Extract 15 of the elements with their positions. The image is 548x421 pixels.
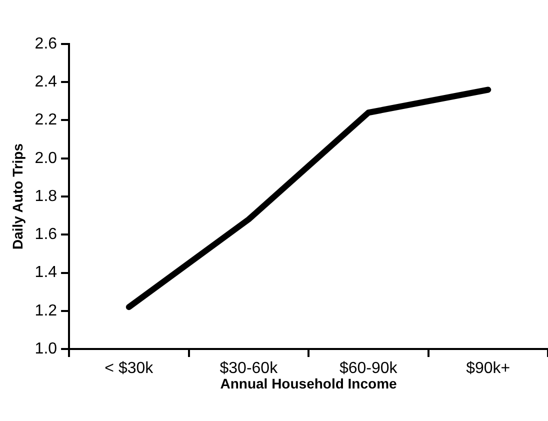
y-axis-title: Daily Auto Trips (9, 143, 26, 250)
x-tick-label: $60-90k (339, 360, 398, 378)
x-tick-label: $90k+ (466, 360, 510, 378)
y-tick-label: 1.0 (34, 340, 58, 358)
y-tick-label: 1.2 (34, 302, 58, 320)
x-axis-title: Annual Household Income (220, 375, 398, 392)
y-tick-label: 1.4 (34, 264, 58, 282)
y-tick-label: 2.6 (34, 35, 58, 52)
x-tick-label: $30-60k (220, 360, 279, 378)
x-tick-label: < $30k (104, 360, 154, 378)
y-tick-label: 2.4 (34, 74, 58, 91)
y-tick-label: 1.8 (34, 188, 58, 205)
y-tick-label: 2.0 (34, 150, 58, 167)
y-tick-label: 2.2 (34, 112, 58, 129)
y-tick-label: 1.6 (34, 226, 58, 244)
